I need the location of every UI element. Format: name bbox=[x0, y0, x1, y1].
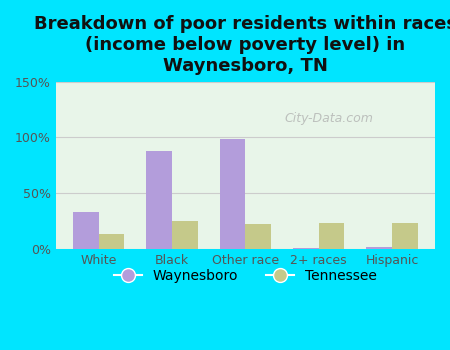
Bar bbox=[172, 221, 198, 249]
Bar bbox=[99, 234, 124, 249]
Bar bbox=[319, 223, 344, 249]
Bar bbox=[366, 247, 392, 249]
Bar bbox=[73, 212, 99, 249]
Bar bbox=[392, 223, 418, 249]
Title: Breakdown of poor residents within races
(income below poverty level) in
Waynesb: Breakdown of poor residents within races… bbox=[34, 15, 450, 75]
Text: City-Data.com: City-Data.com bbox=[284, 112, 373, 125]
Bar bbox=[245, 224, 271, 249]
Bar bbox=[220, 139, 245, 249]
Bar bbox=[146, 151, 172, 249]
Legend: Waynesboro, Tennessee: Waynesboro, Tennessee bbox=[108, 264, 382, 289]
Bar bbox=[293, 248, 319, 249]
